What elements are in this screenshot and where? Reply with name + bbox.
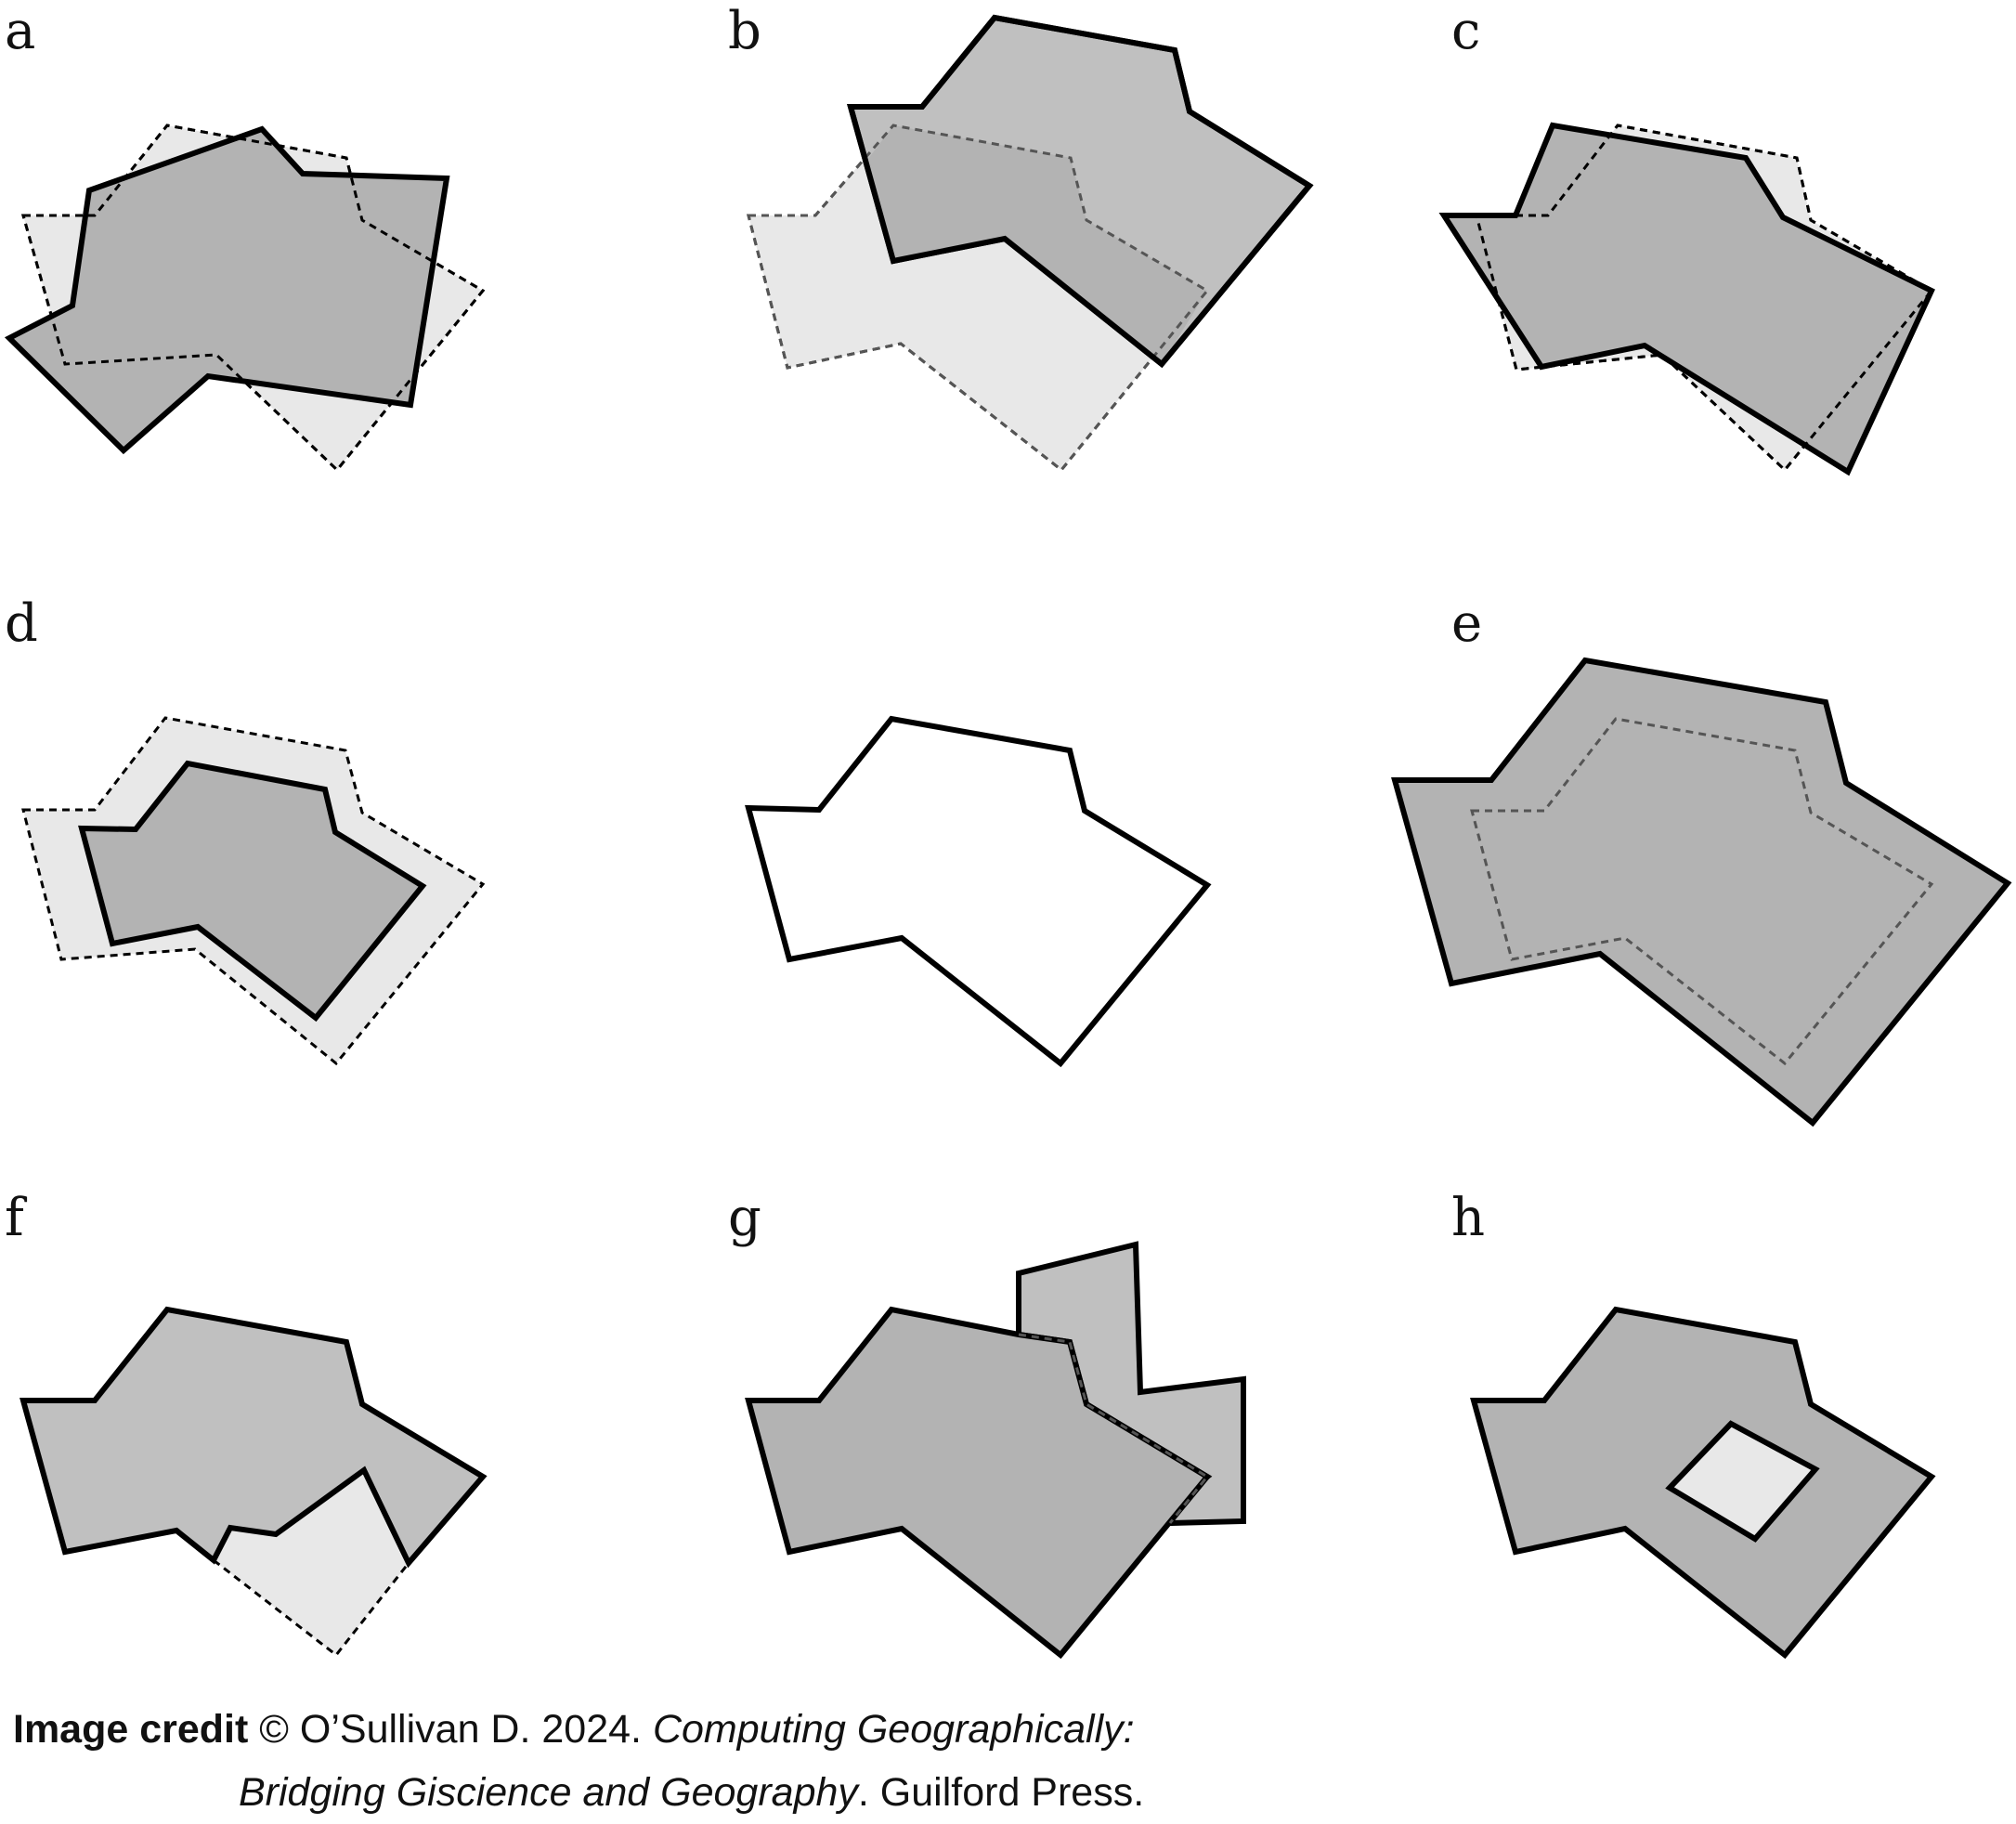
credit-line1-plain: © O’Sullivan D. 2024. [248,1707,653,1752]
panel-b-intersection-area [865,125,1207,364]
panel-e-solid-buffer [1391,657,2012,1127]
panel-d: d [5,593,486,1066]
credit-line-2: Bridging Giscience and Geography. Guilfo… [13,1761,1144,1824]
panel-d-label: d [5,593,38,654]
panel-h-label: h [1451,1188,1485,1248]
panel-h-hole [1665,1420,1820,1543]
panel-b: b [728,1,1314,473]
panel-e-label: e [1451,593,1482,654]
panel-a-solid-polygon [4,125,450,455]
panel-d-original [745,715,1212,1068]
panel-c-solid-polygon [1438,122,1935,476]
panel-d-solid-polygon [78,760,427,1023]
credit-bold-label: Image credit [13,1707,249,1752]
panel-f-solid-polygon [20,1306,488,1569]
credit-line-1: Image credit © O’Sullivan D. 2024. Compu… [13,1707,1135,1752]
panel-a: a [4,1,486,473]
panel-b-solid-outline [847,14,1314,369]
credit-line2-italic: Bridging Giscience and Geography [239,1770,858,1815]
panel-e: e [1391,593,2012,1127]
image-credit: Image credit © O’Sullivan D. 2024. Compu… [13,1698,1144,1824]
panel-a-label: a [5,1,35,61]
panel-g-dashed-boundary [1018,1333,1210,1524]
panel-b-dashed-outline [747,124,1210,473]
panel-g: g [728,1188,1246,1660]
panel-f-label: f [5,1188,28,1248]
panel-h: h [1451,1188,1936,1660]
panel-g-label: g [728,1188,761,1248]
panel-c-label: c [1451,1,1480,61]
panel-c: c [1438,1,1935,476]
panel-c-dashed-outline [1475,124,1934,473]
panel-f-dashed-removed [212,1467,410,1658]
credit-line1-italic: Computing Geographically: [652,1707,1135,1752]
panel-e-dashed-original [1470,717,1934,1066]
credit-line2-plain: . Guilford Press. [857,1770,1145,1815]
panel-f: f [5,1188,488,1658]
panel-b-label: b [728,1,761,61]
panel-d-original-polygon [745,715,1212,1068]
panel-g-main-polygon [745,1306,1212,1660]
panel-a-dashed-outline [21,124,486,473]
